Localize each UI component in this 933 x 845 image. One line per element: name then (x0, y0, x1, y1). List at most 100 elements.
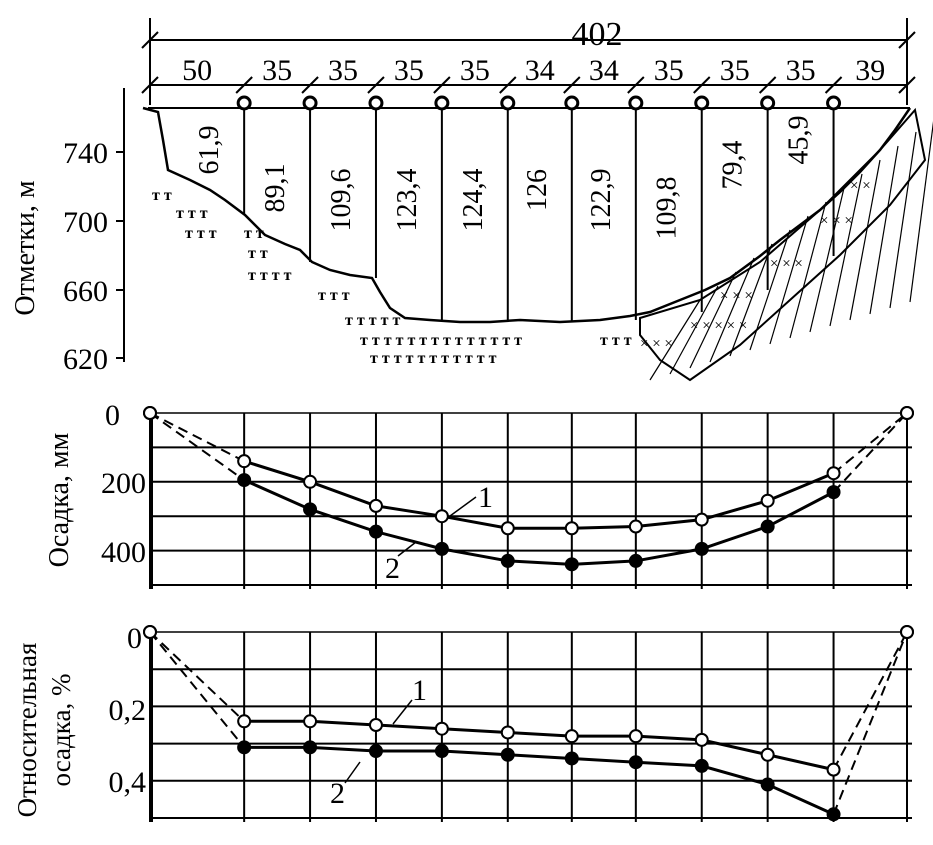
series-2-line (243, 478, 835, 566)
gauge-marker (368, 95, 384, 111)
svg-text:т т т т: т т т т (248, 267, 292, 284)
series-2-point (564, 751, 579, 766)
series-2-point (900, 406, 914, 420)
settlement-mm-ytick-200: 200 (101, 467, 146, 500)
gauge-height-labels: 61,9 89,1 109,6 123,4 124,4 126 122,9 109,8 79,4… (194, 116, 814, 240)
span-label: 35 (394, 54, 424, 87)
series-2-point (500, 553, 515, 568)
dimension-tick (898, 76, 916, 94)
series-1-edge (149, 412, 245, 463)
series-2-point (143, 406, 157, 420)
series-1-point (826, 762, 841, 777)
series-1-point (434, 721, 449, 736)
span-label: 50 (182, 54, 212, 87)
relative-settlement-chart (143, 625, 914, 822)
series-2-edge (149, 412, 245, 481)
svg-text:т т т т т: т т т т т (345, 312, 400, 329)
series-1-point (303, 474, 318, 489)
span-label: 34 (589, 54, 619, 87)
series-2-point (900, 625, 914, 639)
gauge-height-label: 61,9 (194, 126, 225, 175)
series-2-point (434, 541, 449, 556)
svg-text:× × × × ×: × × × × × (690, 318, 747, 334)
series-1-point (368, 718, 383, 732)
gauge-verticals (236, 95, 842, 322)
gauge-height-label: 79,4 (718, 141, 749, 190)
series-2-point (368, 524, 383, 539)
series-2-point (694, 541, 709, 556)
profile-ytick-660: 660 (63, 275, 108, 308)
relative-settlement-ytick-0-2: 0,2 (109, 694, 147, 727)
gauge-marker (826, 95, 842, 111)
gauge-height-label: 109,6 (326, 169, 357, 232)
series-2-point (303, 740, 318, 755)
hatch-line (909, 121, 933, 303)
svg-text:т т т: т т т (176, 205, 208, 222)
series-2-edge (832, 412, 908, 493)
series-2-line (244, 745, 835, 816)
rock-hatching: т т т т т т т т т т т т т т т т т т т т … (152, 187, 632, 367)
span-label: 35 (786, 54, 816, 87)
total-width-label: 402 (572, 16, 623, 53)
dimension-tick (433, 76, 451, 94)
hatch-line (749, 229, 791, 351)
gauge-marker (500, 95, 516, 111)
dimension-tick (824, 76, 843, 94)
span-label: 35 (262, 54, 292, 87)
gauge-height-label: 126 (522, 169, 553, 211)
series-2-point (628, 755, 643, 770)
relative-settlement-ytick-0-4: 0,4 (109, 766, 147, 799)
gauge-height-label: 124,4 (458, 169, 489, 232)
series-2-point (143, 625, 157, 639)
canyon-profile-line (142, 106, 912, 324)
dimension-tick (563, 76, 581, 94)
settlement-mm-series-2-label: 2 (385, 552, 400, 585)
grout-zone-marks: × × × × × × × × × × × × × × × × × × × (640, 178, 871, 352)
series-1-edge (149, 631, 245, 723)
hatch-line (789, 201, 827, 339)
dimension-tick (693, 76, 711, 94)
gauge-marker (694, 95, 710, 111)
dimension-tick (898, 31, 916, 49)
series-2-point (826, 807, 841, 822)
svg-text:× × ×: × × × (640, 336, 673, 352)
gauge-marker (628, 95, 644, 111)
series-1-point (826, 466, 841, 481)
hatch-line (869, 145, 899, 315)
series-1-point (434, 509, 449, 524)
hatch-line (669, 285, 719, 375)
series-2-point (760, 777, 775, 792)
svg-text:× ×: × × (850, 178, 871, 194)
gauge-marker (434, 95, 450, 111)
series-1-point (694, 732, 709, 747)
svg-text:× × ×: × × × (770, 256, 803, 272)
settlement-mm-y-label: Осадка, мм (44, 432, 75, 567)
settlement-mm-series-1-label: 1 (478, 481, 493, 514)
series-2-point (564, 557, 579, 572)
settlement-mm-chart (143, 406, 914, 589)
svg-text:т т т: т т т (600, 332, 632, 349)
svg-text:осадка, %: осадка, % (46, 674, 76, 787)
series-1-point (500, 725, 515, 740)
series-1-point (303, 714, 318, 729)
gauge-height-label: 122,9 (586, 169, 617, 232)
profile-ytick-700: 700 (63, 206, 108, 239)
hatch-line (729, 243, 773, 357)
series-2-point (694, 758, 709, 773)
series-2-point (628, 553, 643, 568)
settlement-mm-leader-1 (449, 496, 477, 517)
span-label: 35 (720, 54, 750, 87)
hatch-line (889, 131, 917, 309)
svg-text:т т т т т т т т т т т: т т т т т т т т т т т (370, 350, 497, 367)
svg-text:т т т: т т т (185, 225, 217, 242)
profile-y-label: Отметки, м (10, 180, 41, 315)
profile-y-axis (116, 88, 125, 362)
series-2-point (760, 519, 775, 534)
dimension-tick (627, 76, 645, 94)
grout-zone-hatching (639, 107, 933, 382)
relative-settlement-leader-2 (344, 761, 361, 784)
dimension-tick (758, 76, 777, 94)
span-labels: 50 35 35 35 35 34 34 35 35 35 39 (182, 54, 885, 87)
series-1-edge (832, 412, 908, 474)
